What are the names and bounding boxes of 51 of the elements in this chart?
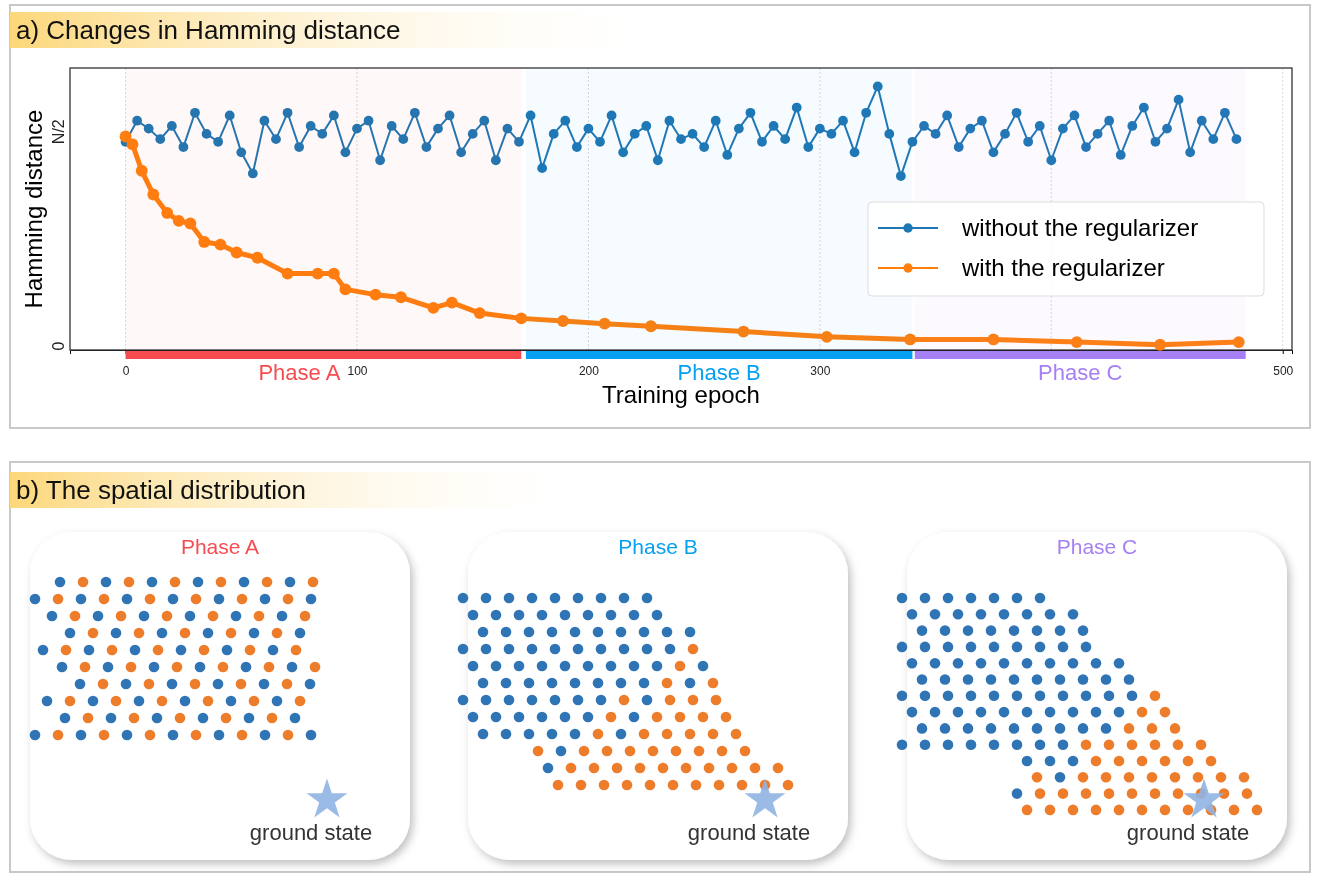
x-tick-label: 500 (1273, 363, 1294, 378)
point (1070, 336, 1083, 348)
text: 0 (49, 341, 67, 351)
point (369, 288, 382, 301)
point (119, 130, 132, 143)
point (515, 312, 528, 325)
x-tick-label: 0 (122, 363, 130, 378)
text: Phase C (1056, 535, 1138, 558)
point (445, 296, 458, 309)
text: Phase B (618, 535, 698, 558)
y-axis-title: Hamming distance (20, 109, 47, 309)
point (987, 333, 1000, 346)
point (557, 315, 569, 327)
point (198, 236, 211, 248)
text: Phase A (180, 535, 260, 558)
point (161, 207, 174, 219)
point (214, 238, 227, 251)
point (820, 330, 833, 343)
point (172, 214, 185, 227)
point (230, 246, 243, 259)
point (737, 325, 750, 338)
x-tick-label: 100 (347, 363, 368, 378)
text: ground state (687, 820, 811, 845)
point (251, 251, 264, 264)
band-label: Phase C (1038, 360, 1123, 385)
point (427, 301, 440, 314)
point (126, 138, 139, 151)
point (904, 333, 917, 346)
point (339, 283, 352, 296)
point (1154, 338, 1166, 351)
point (281, 267, 294, 280)
point (311, 267, 324, 280)
point (327, 267, 340, 280)
band-label: Phase A (258, 360, 341, 385)
legend-label: without the regularizer (961, 214, 1199, 241)
text: ground state (1126, 820, 1250, 845)
chart-title: a) Changes in Hamming distance (16, 15, 401, 45)
point (184, 217, 197, 230)
point (598, 317, 611, 330)
point (135, 164, 148, 177)
point (1232, 336, 1245, 348)
text: ground state (249, 820, 373, 845)
text: N/2 (49, 119, 67, 145)
point (645, 320, 657, 333)
point (147, 188, 160, 201)
legend-label: with the regularizer (961, 254, 1165, 281)
point (473, 307, 486, 320)
x-tick-label: 300 (810, 363, 831, 378)
text: b) The spatial distribution (16, 475, 307, 505)
x-tick-label: 200 (578, 363, 600, 378)
point (395, 291, 407, 304)
